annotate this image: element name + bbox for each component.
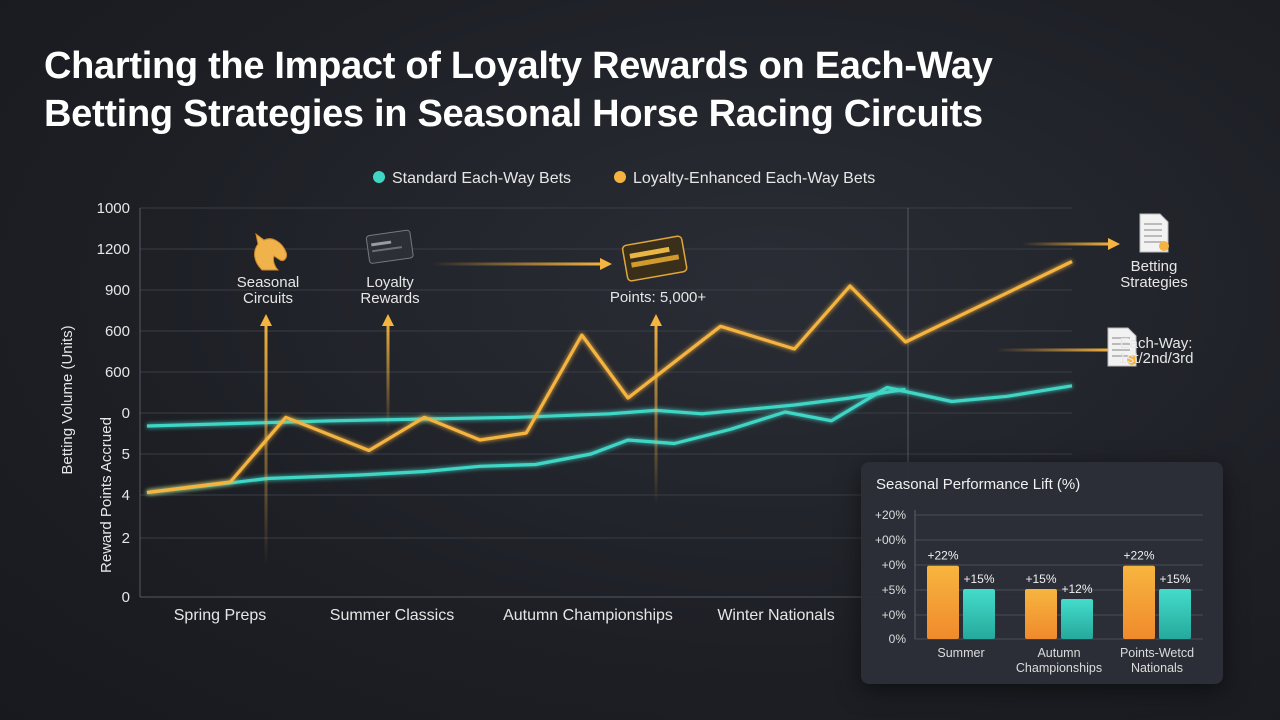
x-category-label: Winter Nationals [717,607,834,624]
annotation-label: Seasonal [237,274,300,291]
x-category-label: Autumn Championships [503,607,673,624]
annotation-h-arrow-2 [996,348,1112,352]
inset-category-label: Summer [937,646,984,660]
inset-category-label: Points-Wetcd [1120,646,1194,660]
inset-bar [1025,589,1057,639]
annotation-arrow-0 [264,318,268,565]
annotation-label: Rewards [360,290,419,307]
y-tick-label: 2 [122,530,130,547]
gold-card-icon [621,235,688,282]
x-category-label: Spring Preps [174,607,267,624]
inset-y-tick: +0% [882,608,907,622]
seasonal-lift-panel: Seasonal Performance Lift (%) +20% +00% +0… [861,462,1223,684]
inset-category-label: Nationals [1131,661,1183,675]
annotation-label: Strategies [1120,274,1188,291]
annotation-arrow-1 [386,318,390,430]
annotation-label: Loyalty [366,274,414,291]
inset-bar [927,565,959,639]
inset-bar-label: +12% [1061,582,1092,596]
y-axis-title-inner: Reward Points Accrued [98,417,115,573]
legend-label-loyalty: Loyalty-Enhanced Each-Way Bets [633,170,875,187]
inset-bar-label: +15% [963,572,994,586]
annotation-arrow-2 [654,318,658,505]
inset-bar [1123,565,1155,639]
inset-bar-label: +15% [1159,572,1190,586]
inset-y-tick: +0% [882,558,907,572]
inset-y-tick: +00% [875,533,906,547]
loyalty-card-icon [365,229,414,264]
legend-marker-loyalty [614,171,626,183]
inset-bar-label: +15% [1025,572,1056,586]
annotation-arrowhead-1 [382,314,394,326]
card-stripe [371,240,392,247]
inset-title: Seasonal Performance Lift (%) [876,476,1081,493]
annotation-label: Betting [1131,258,1178,275]
annotation-h-arrow-1 [1022,242,1112,246]
y-tick-label: 0 [122,405,130,422]
y-tick-label: 600 [105,323,130,340]
annotation-h-arrowhead-1 [1108,238,1120,250]
annotation-arrowhead-2 [650,314,662,326]
y-tick-label: 1200 [97,241,130,258]
series-line-2 [146,260,1073,495]
document-seal [1127,355,1137,365]
annotation-arrowhead-0 [260,314,272,326]
document-icon [1107,327,1137,367]
legend-label-standard: Standard Each-Way Bets [392,170,571,187]
inset-bar-label: +22% [927,549,958,563]
page-title: Charting the Impact of Loyalty Rewards o… [44,42,1144,138]
card-stripe [631,254,680,268]
card-stripe [629,246,670,259]
inset-y-tick: +20% [875,508,906,522]
y-tick-label: 600 [105,364,130,381]
inset-bar-label: +22% [1123,549,1154,563]
y-tick-label: 4 [122,487,130,504]
inset-category-label: Championships [1016,661,1102,675]
inset-bar [1061,599,1093,639]
document-icon [1139,213,1169,253]
annotation-label: Each-Way: [1120,335,1193,352]
inset-category-label: Autumn [1037,646,1080,660]
card-stripe [372,246,403,253]
series-line-1 [146,387,906,428]
document-seal [1159,241,1169,251]
title-line-2: Betting Strategies in Seasonal Horse Rac… [44,93,983,135]
legend-marker-standard [373,171,385,183]
y-tick-label: 1000 [97,200,130,217]
inset-bar [1159,589,1191,639]
horse-head-shape [254,232,287,271]
annotation-label: 1st/2nd/3rd [1118,350,1193,367]
annotation-h-arrow-0 [430,262,604,266]
annotation-label: Points: 5,000+ [610,289,707,306]
y-axis-title-outer: Betting Volume (Units) [59,325,76,474]
horse-head-icon [254,232,287,271]
y-tick-label: 5 [122,446,130,463]
card-body [365,229,414,264]
annotation-label: Circuits [243,290,293,307]
title-line-1: Charting the Impact of Loyalty Rewards o… [44,45,993,87]
series-line-0 [146,384,1073,495]
inset-y-tick: 0% [889,632,907,646]
y-tick-label: 900 [105,282,130,299]
inset-y-tick: +5% [882,583,907,597]
annotation-h-arrowhead-0 [600,258,612,270]
y-tick-label: 0 [122,589,130,606]
bar-chart: +20% +00% +0% +5% +0% 0% +22% +15% +22% +15% +12% +… [875,508,1203,675]
x-category-label: Summer Classics [330,607,454,624]
inset-bar [963,589,995,639]
